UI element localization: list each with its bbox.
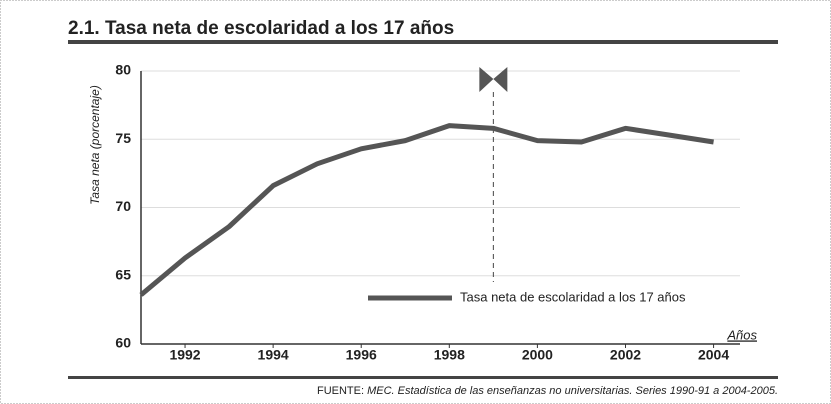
- annotation-marker: [479, 67, 508, 92]
- x-tick-label: 1994: [258, 347, 289, 363]
- data-line: [139, 123, 714, 297]
- y-tick-label: 70: [115, 198, 131, 214]
- x-tick-label: 2000: [522, 347, 553, 363]
- x-tick-label: 1998: [434, 347, 465, 363]
- x-axis-label: Años: [726, 327, 757, 342]
- chart-title: 2.1. Tasa neta de escolaridad a los 17 a…: [68, 18, 454, 39]
- source-text: MEC. Estadística de las enseñanzas no un…: [367, 385, 778, 397]
- bottom-rule: [68, 376, 778, 379]
- y-axis-label: Tasa neta (porcentaje): [88, 85, 102, 205]
- x-tick-label: 1996: [346, 347, 377, 363]
- x-tick-label: 2004: [698, 347, 729, 363]
- y-tick-label: 65: [115, 266, 131, 282]
- y-tick-label: 60: [115, 335, 131, 351]
- source-label: FUENTE:: [317, 385, 364, 397]
- y-tick-label: 80: [115, 62, 131, 78]
- title-rule: [68, 40, 778, 44]
- x-tick-label: 2002: [610, 347, 641, 363]
- y-tick-label: 75: [115, 130, 131, 146]
- legend-label: Tasa neta de escolaridad a los 17 años: [460, 289, 686, 304]
- x-tick-label: 1992: [169, 347, 200, 363]
- source: FUENTE: MEC. Estadística de las enseñanz…: [317, 385, 778, 397]
